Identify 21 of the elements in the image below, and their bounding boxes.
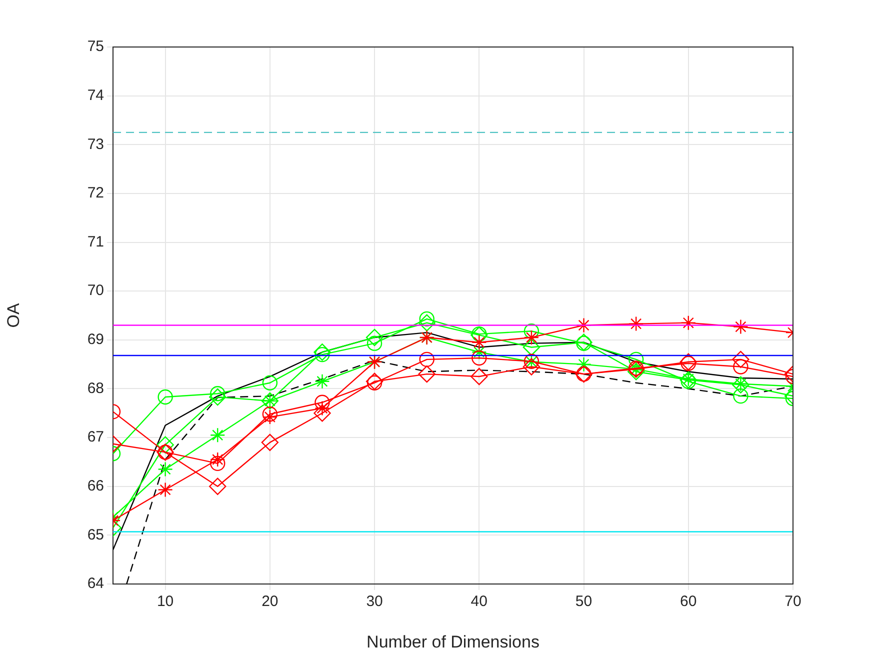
y-tick-label: 69 bbox=[87, 331, 104, 348]
y-tick-label: 67 bbox=[87, 428, 104, 446]
y-tick-label: 66 bbox=[87, 478, 104, 495]
x-tick-label: 70 bbox=[784, 593, 802, 610]
y-tick-label: 73 bbox=[87, 136, 104, 153]
y-axis-title: OA bbox=[4, 302, 23, 328]
y-tick-label: 75 bbox=[87, 38, 104, 56]
y-tick-label: 70 bbox=[87, 282, 104, 300]
x-tick-label: 20 bbox=[262, 593, 278, 610]
x-tick-label: 60 bbox=[680, 593, 697, 610]
y-tick-label: 64 bbox=[87, 575, 104, 592]
x-axis-title: Number of Dimensions bbox=[366, 632, 540, 652]
x-tick-label: 40 bbox=[470, 593, 488, 610]
x-tick-label: 10 bbox=[156, 593, 174, 610]
x-tick-label: 30 bbox=[366, 593, 383, 610]
y-tick-label: 68 bbox=[87, 380, 104, 397]
y-tick-label: 72 bbox=[87, 184, 104, 202]
y-tick-label: 74 bbox=[87, 86, 104, 104]
y-tick-label: 65 bbox=[87, 526, 104, 544]
x-tick-label: 50 bbox=[575, 593, 592, 610]
y-tick-label: 71 bbox=[87, 233, 104, 250]
